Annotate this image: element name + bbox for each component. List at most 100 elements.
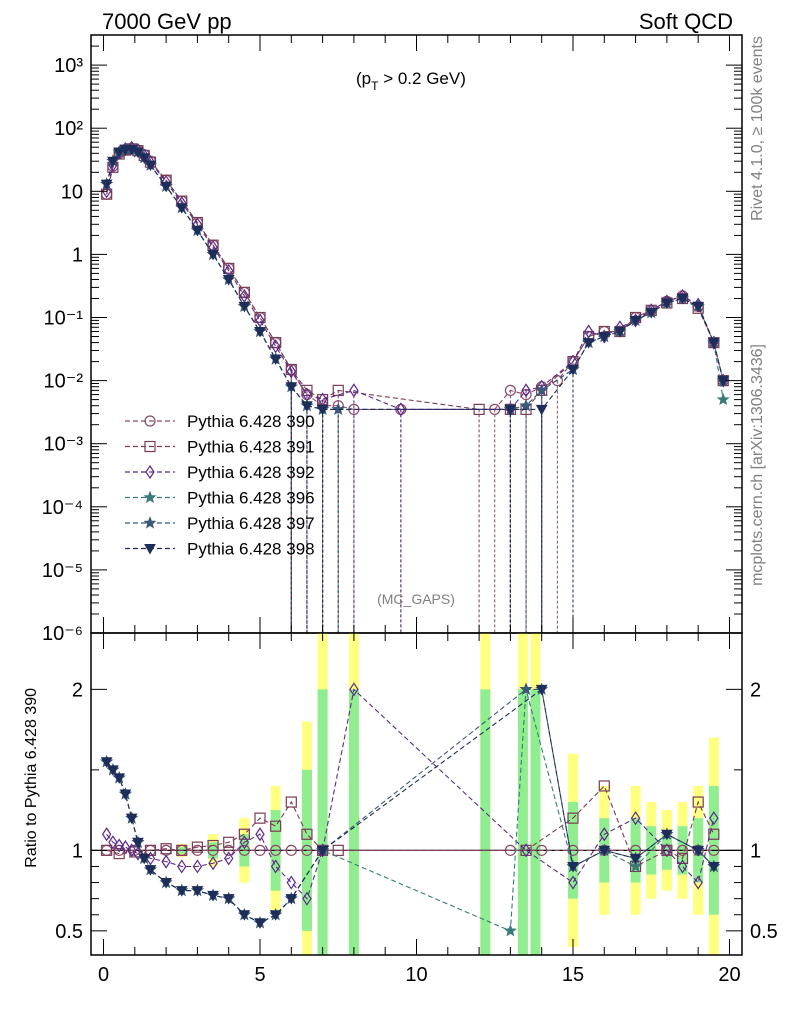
data-point xyxy=(285,382,298,393)
data-point xyxy=(630,811,641,826)
data-point xyxy=(567,844,579,856)
data-point xyxy=(677,859,688,874)
data-point xyxy=(270,337,282,349)
data-point xyxy=(222,275,235,286)
band-green xyxy=(348,689,359,955)
data-point xyxy=(676,294,689,305)
cut-label: (pT > 0.2 GeV) xyxy=(356,69,466,93)
data-point xyxy=(133,846,143,861)
data-point xyxy=(192,859,203,874)
ratio-xtick-label: 10 xyxy=(405,964,427,986)
data-point xyxy=(709,811,719,826)
data-point xyxy=(676,844,689,856)
data-point xyxy=(676,852,689,865)
header-left: 7000 GeV pp xyxy=(102,9,232,34)
data-point xyxy=(269,354,282,366)
data-point xyxy=(270,820,282,832)
data-point xyxy=(629,315,642,327)
main-ytick-label: 10⁻⁵ xyxy=(42,560,83,582)
data-point xyxy=(301,828,313,840)
main-marks xyxy=(100,140,730,633)
data-point xyxy=(269,910,282,921)
data-point xyxy=(629,859,643,872)
legend-label: Pythia 6.428 391 xyxy=(187,438,315,457)
side-bottom-label: mcplots.cern.ch [arXiv:1306.3436] xyxy=(749,344,766,586)
data-point xyxy=(119,789,132,801)
data-point xyxy=(568,875,578,890)
data-point xyxy=(138,153,151,164)
ratio-ytick-label-right: 2 xyxy=(750,679,761,701)
data-point xyxy=(349,383,359,398)
data-point xyxy=(521,383,531,398)
data-point xyxy=(707,861,720,873)
data-point xyxy=(567,364,579,376)
data-point xyxy=(285,894,298,905)
data-point xyxy=(101,827,112,842)
data-point xyxy=(113,847,125,860)
data-point xyxy=(191,886,204,897)
data-point xyxy=(316,404,329,416)
data-point xyxy=(161,854,171,869)
series-line xyxy=(106,148,724,410)
data-point xyxy=(239,835,250,850)
data-point xyxy=(120,840,131,855)
data-point xyxy=(254,327,266,338)
data-point xyxy=(598,331,611,343)
main-ytick-label: 10⁻¹ xyxy=(44,308,84,330)
data-point xyxy=(223,851,234,866)
ratio-xtick-label: 5 xyxy=(254,964,265,986)
data-point xyxy=(285,844,297,856)
data-point xyxy=(285,796,297,808)
data-point xyxy=(535,383,549,396)
data-point xyxy=(255,827,265,842)
data-point xyxy=(396,402,406,417)
data-point xyxy=(693,875,703,890)
data-point xyxy=(101,184,112,199)
data-point xyxy=(208,856,218,871)
mc-gaps-note: (MC_GAPS) xyxy=(377,591,455,607)
data-point xyxy=(567,861,579,873)
data-point xyxy=(144,544,156,555)
header-right: Soft QCD xyxy=(639,9,733,34)
data-point xyxy=(521,843,531,858)
data-point xyxy=(301,844,313,856)
data-point xyxy=(114,838,124,853)
data-point xyxy=(567,812,579,824)
data-point xyxy=(238,286,250,298)
data-point xyxy=(191,225,204,237)
data-point xyxy=(125,813,138,825)
data-point xyxy=(160,181,172,193)
ratio-ytick-label: 1 xyxy=(72,840,83,862)
main-ytick-label: 10⁻⁶ xyxy=(42,623,83,645)
data-point xyxy=(238,301,251,313)
main-ytick-label: 1 xyxy=(72,244,83,266)
data-point xyxy=(138,853,151,865)
data-point xyxy=(207,839,219,852)
main-ytick-label: 10² xyxy=(54,118,83,140)
data-point xyxy=(707,338,720,349)
band-green xyxy=(480,689,491,955)
data-point xyxy=(132,147,144,159)
data-point xyxy=(175,886,188,897)
data-point xyxy=(144,415,156,427)
data-point xyxy=(238,828,250,840)
series-line xyxy=(106,688,715,900)
legend-label: Pythia 6.428 398 xyxy=(187,540,315,559)
data-point xyxy=(254,844,266,856)
data-point xyxy=(143,516,157,529)
data-point xyxy=(191,841,204,853)
data-point xyxy=(270,844,282,856)
data-point xyxy=(254,311,266,324)
data-point xyxy=(519,682,533,695)
data-point xyxy=(519,398,533,412)
main-ytick-label: 10³ xyxy=(54,55,83,77)
ratio-xtick-label: 15 xyxy=(562,964,584,986)
data-point xyxy=(143,490,157,504)
ratio-ytick-label: 2 xyxy=(72,679,83,701)
main-axes: 10⁻⁶ 10⁻⁵ 10⁻⁴ 10⁻³ 10⁻² 10⁻¹ 1 10 10² 10³ xyxy=(42,34,742,645)
data-point xyxy=(144,844,157,856)
data-point xyxy=(717,376,730,387)
data-point xyxy=(598,780,610,792)
ratio-ytick-label-right: 1 xyxy=(750,840,761,862)
